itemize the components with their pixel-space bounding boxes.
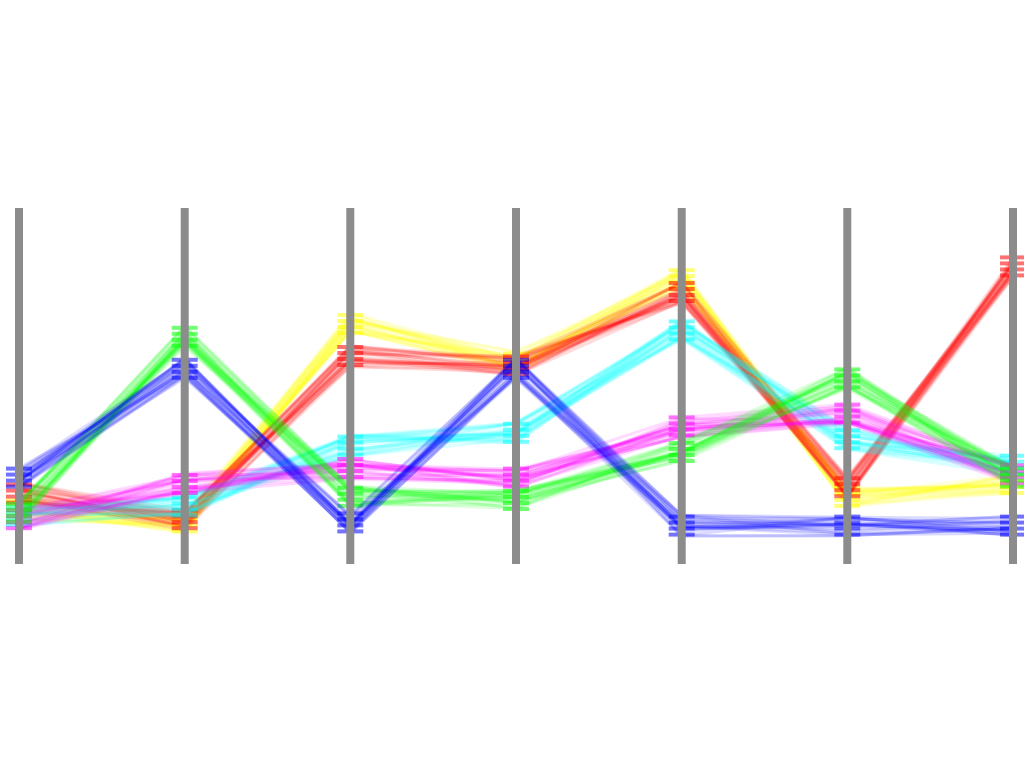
axis-7[interactable] xyxy=(1009,208,1017,564)
axis-4[interactable] xyxy=(512,208,520,564)
axis-6[interactable] xyxy=(843,208,852,564)
axis-2[interactable] xyxy=(180,208,189,564)
axis-5[interactable] xyxy=(677,208,686,564)
axis-3[interactable] xyxy=(346,208,355,564)
axis-1[interactable] xyxy=(15,208,23,564)
axes xyxy=(15,208,1017,564)
